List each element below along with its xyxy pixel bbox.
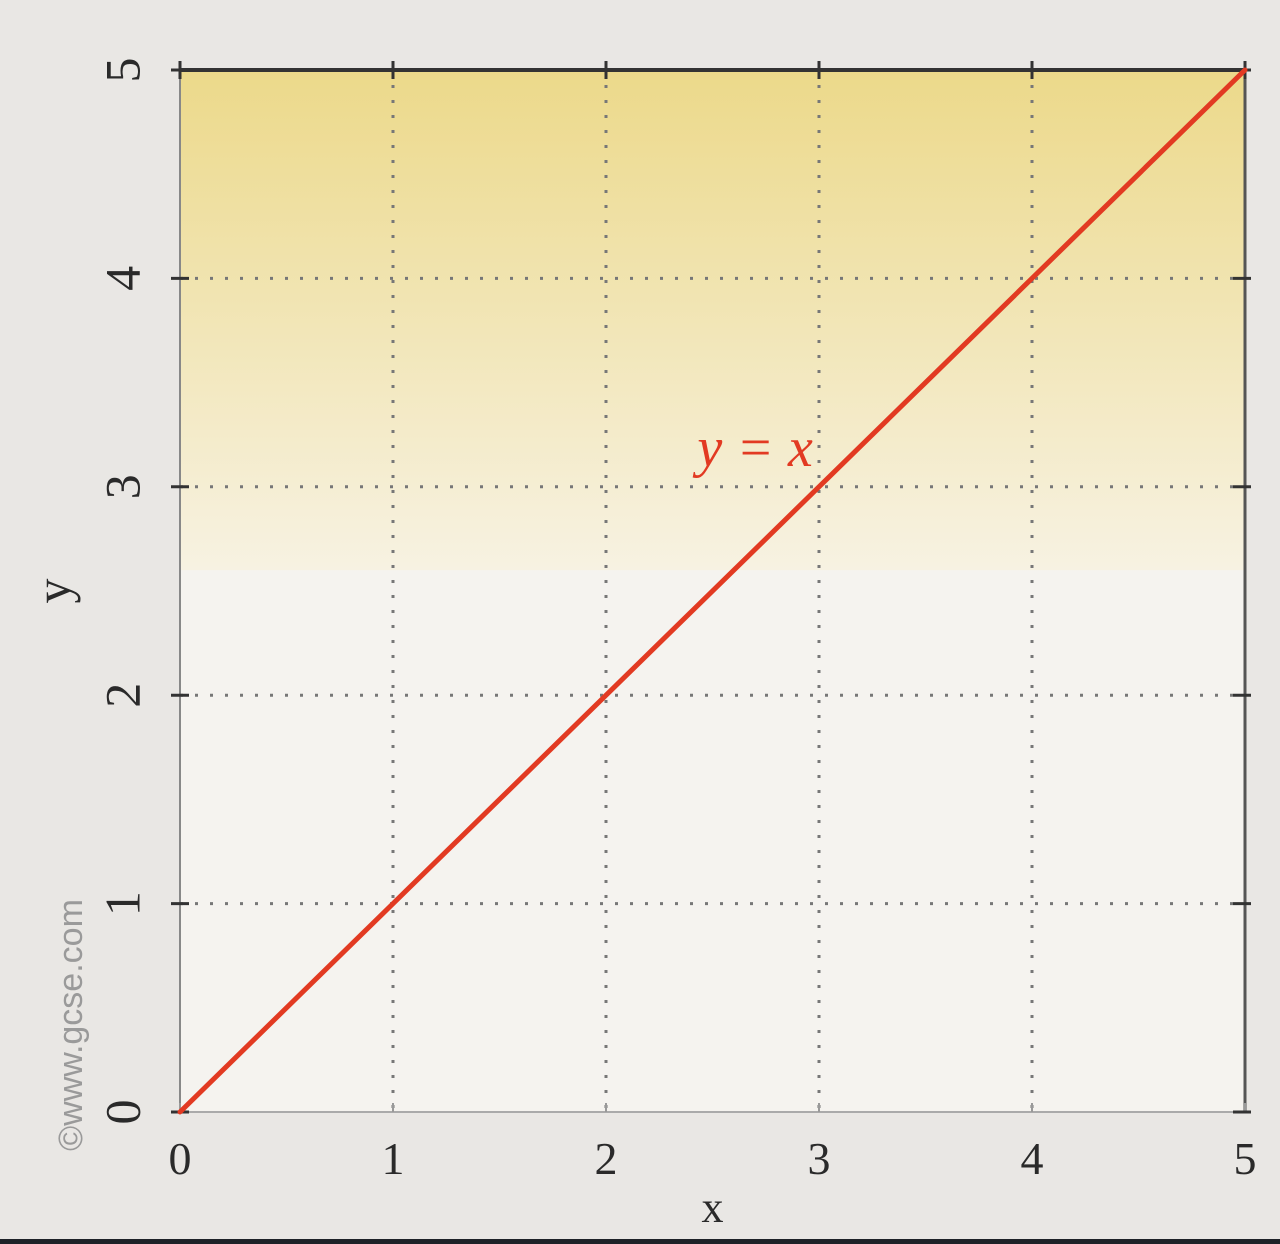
y-tick-label-3: 3 [94,474,150,499]
plot-frame [179,68,1247,1113]
x-tick-label-4: 4 [1021,1133,1044,1184]
grid-lines [180,70,1245,1112]
x-tick-label-2: 2 [595,1133,618,1184]
tick-labels: 0 1 2 3 4 5 0 1 2 3 4 5 [94,58,1256,1185]
y-tick-label-2: 2 [94,683,150,708]
x-axis-label: x [702,1183,724,1232]
y-tick-label-4: 4 [94,266,150,291]
watermark: ©www.gcse.com [52,899,90,1151]
shaded-band [180,70,1245,571]
x-tick-label-5: 5 [1234,1133,1257,1184]
y-axis-label: y [25,579,81,604]
y-tick-label-5: 5 [94,58,150,83]
x-tick-label-3: 3 [808,1133,831,1184]
x-tick-label-0: 0 [169,1133,192,1184]
x-tick-label-1: 1 [382,1133,405,1184]
line-annotation: y = x [692,417,813,479]
series-layer [177,67,1248,1115]
series-line-0 [177,67,1248,1115]
y-tick-label-1: 1 [94,891,150,916]
y-tick-label-0: 0 [94,1100,150,1125]
